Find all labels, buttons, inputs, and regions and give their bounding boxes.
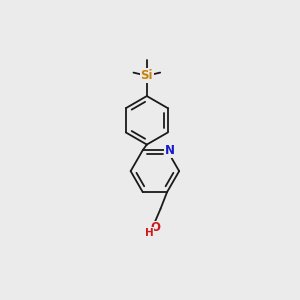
Text: Si: Si [141,69,153,82]
Text: N: N [165,144,175,157]
Text: H: H [145,228,153,238]
Text: O: O [150,221,160,234]
